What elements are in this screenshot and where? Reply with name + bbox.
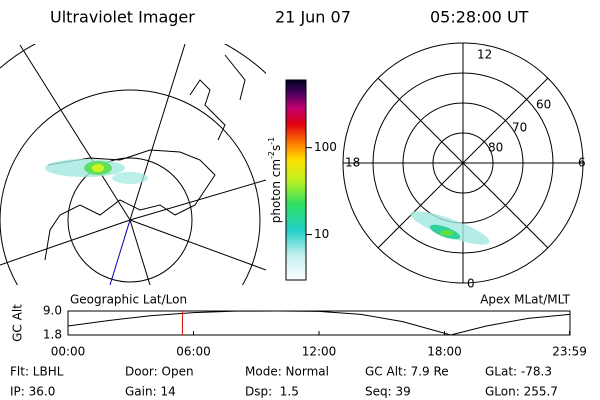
mlt-label: 6 — [578, 156, 586, 170]
status-field: Mode: Normal — [245, 365, 329, 379]
mlt-label: 18 — [345, 156, 360, 170]
altitude-ylabel: GC Alt — [11, 304, 25, 342]
polar-plot: 12 6 0 18 60 70 80 — [342, 42, 586, 291]
date: 21 Jun 07 — [275, 8, 351, 27]
colorbar — [285, 79, 307, 281]
x-tick-label: 18:00 — [427, 345, 462, 359]
altitude-line — [67, 310, 570, 336]
mlt-label: 0 — [467, 277, 475, 291]
status-field: Seq: 39 — [365, 385, 411, 399]
mlt-label: 12 — [477, 48, 492, 62]
title: Ultraviolet Imager — [50, 8, 195, 27]
lat-label: 70 — [512, 121, 527, 135]
status-field: GLat: -78.3 — [485, 365, 552, 379]
altitude-plot: 9.0 1.8 00:00 06:00 12:00 18:00 23:59 — [43, 304, 587, 359]
lat-label: 60 — [536, 98, 551, 112]
status-field: GC Alt: 7.9 Re — [365, 365, 449, 379]
geo-label: Geographic Lat/Lon — [70, 293, 187, 307]
status-field: GLon: 255.7 — [485, 385, 558, 399]
y-tick-label: 9.0 — [43, 304, 62, 318]
exp: -1 — [267, 137, 276, 145]
colorbar-tick-label: 100 — [314, 140, 337, 154]
y-tick-label: 1.8 — [43, 328, 62, 342]
colorbar-ticks: 10 100 — [306, 140, 337, 241]
unit: s — [269, 145, 283, 151]
status-field: Dsp: 1.5 — [245, 385, 299, 399]
x-tick-label: 00:00 — [51, 345, 86, 359]
x-tick-label: 06:00 — [176, 345, 211, 359]
status-bar: Flt: LBHL Door: Open Mode: Normal GC Alt: 7… — [10, 365, 558, 399]
geo-map — [0, 44, 266, 285]
x-tick-label: 12:00 — [302, 345, 337, 359]
colorbar-label: photon cm-2s-1 — [267, 137, 283, 224]
unit: photon cm — [269, 159, 283, 223]
exp: -2 — [267, 151, 276, 159]
x-tick-label: 23:59 — [552, 345, 587, 359]
status-field: IP: 36.0 — [10, 385, 55, 399]
colorbar-tick-label: 10 — [314, 227, 329, 241]
time: 05:28:00 UT — [430, 8, 529, 27]
lat-label: 80 — [488, 141, 503, 155]
polar-label: Apex MLat/MLT — [480, 293, 570, 307]
status-field: Door: Open — [125, 365, 194, 379]
status-field: Flt: LBHL — [10, 365, 64, 379]
status-field: Gain: 14 — [125, 385, 176, 399]
